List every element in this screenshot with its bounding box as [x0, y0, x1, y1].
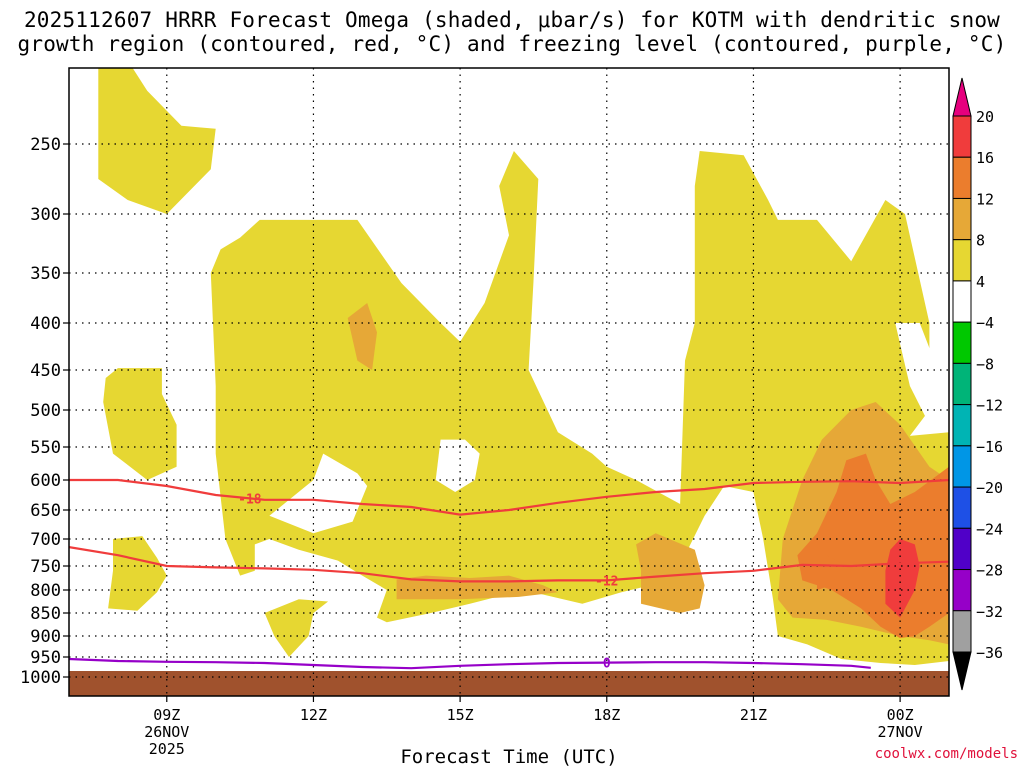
x-tick-label: 00Z: [887, 706, 914, 724]
y-tick-label: 750: [30, 557, 61, 577]
y-tick-label: 800: [30, 581, 61, 601]
colorbar-label: 16: [976, 149, 994, 167]
y-tick-label: 350: [30, 264, 61, 284]
contour-label: -18: [238, 492, 262, 507]
colorbar-label: 4: [976, 273, 985, 291]
colorbar-swatch: [952, 156, 972, 199]
omega-area-near-zero: [435, 439, 480, 492]
colorbar-swatch: [952, 569, 972, 612]
colorbar-swatch: [952, 280, 972, 323]
site-credit: coolwx.com/models: [874, 746, 1018, 762]
contour-label: 0: [603, 657, 611, 672]
y-tick-label: 900: [30, 627, 61, 647]
y-tick-label: 250: [30, 135, 61, 155]
y-tick-label: 700: [30, 530, 61, 550]
y-tick-label: 300: [30, 205, 61, 225]
colorbar-swatch: [952, 445, 972, 488]
y-tick-label: 550: [30, 438, 61, 458]
y-tick-label: 1000: [20, 668, 61, 688]
contour-line: [69, 478, 949, 516]
colorbar-swatch: [952, 527, 972, 571]
colorbar-swatch: [952, 610, 972, 653]
chart-title-line1: 2025112607 HRRR Forecast Omega (shaded, …: [23, 8, 1001, 32]
colorbar-swatch: [952, 362, 972, 406]
chart-title-line2: growth region (contoured, red, °C) and f…: [17, 32, 1007, 56]
plot-frame: [68, 67, 950, 697]
x-tick-label: 27NOV: [878, 723, 923, 741]
y-tick-label: 500: [30, 401, 61, 421]
colorbar-label: −8: [976, 355, 994, 373]
omega-area-8-12: [636, 533, 705, 613]
colorbar-swatch: [952, 321, 972, 364]
y-tick-label: 450: [30, 361, 61, 381]
omega-area-16-20: [885, 539, 920, 618]
x-tick-label: 15Z: [447, 706, 474, 724]
colorbar-swatch: [952, 77, 972, 117]
omega-area-4-8: [98, 68, 216, 214]
omega-area-8-12: [347, 303, 377, 370]
colorbar-label: −4: [976, 314, 994, 332]
colorbar-label: 8: [976, 232, 985, 250]
colorbar-label: −20: [976, 479, 1003, 497]
colorbar-swatch: [952, 197, 972, 241]
x-tick-label: 12Z: [300, 706, 327, 724]
colorbar-label: 12: [976, 190, 994, 208]
y-tick-label: 400: [30, 314, 61, 334]
colorbar-label: −32: [976, 603, 1003, 621]
omega-area-12-16: [817, 555, 842, 590]
colorbar-legend: 20 16 12 8 4 −4 −8 −12 −16 −20 −24 −28 −32 −36: [952, 77, 1003, 691]
omega-area-4-8: [210, 151, 949, 665]
colorbar-swatch: [952, 239, 972, 282]
colorbar-label: −28: [976, 562, 1003, 580]
y-tick-label: 650: [30, 501, 61, 521]
x-tick-label: 26NOV: [144, 723, 189, 741]
contour-line: [69, 546, 949, 583]
omega-area-4-8: [108, 536, 167, 611]
x-tick-label: 21Z: [740, 706, 767, 724]
y-tick-label: 850: [30, 604, 61, 624]
y-axis: 250 300 350 400 450 500 550 600 650 700 750 800 850 9…: [20, 135, 69, 688]
colorbar-label: −16: [976, 438, 1003, 456]
x-tick-label: 18Z: [593, 706, 620, 724]
terrain-fill: [69, 671, 949, 696]
omega-area-near-zero: [895, 323, 935, 425]
contour-line: [69, 657, 871, 670]
x-tick-label: 2025: [149, 740, 185, 758]
contour-label: -12: [595, 574, 618, 589]
omega-area-near-zero: [269, 453, 368, 534]
x-tick-label: 09Z: [153, 706, 180, 724]
colorbar-swatch: [952, 404, 972, 447]
colorbar-label: −36: [976, 644, 1003, 662]
colorbar-swatch: [952, 486, 972, 529]
x-axis-label: Forecast Time (UTC): [400, 746, 618, 768]
omega-area-4-8: [264, 599, 329, 657]
colorbar-label: −12: [976, 397, 1003, 415]
colorbar-swatch: [952, 651, 972, 691]
y-tick-label: 600: [30, 471, 61, 491]
plot-area: -18 -12 0: [68, 67, 950, 697]
omega-area-4-8: [103, 368, 177, 480]
y-tick-label: 950: [30, 648, 61, 668]
colorbar-label: −24: [976, 520, 1003, 538]
colorbar-swatch: [952, 115, 972, 158]
colorbar-label: 20: [976, 108, 994, 126]
